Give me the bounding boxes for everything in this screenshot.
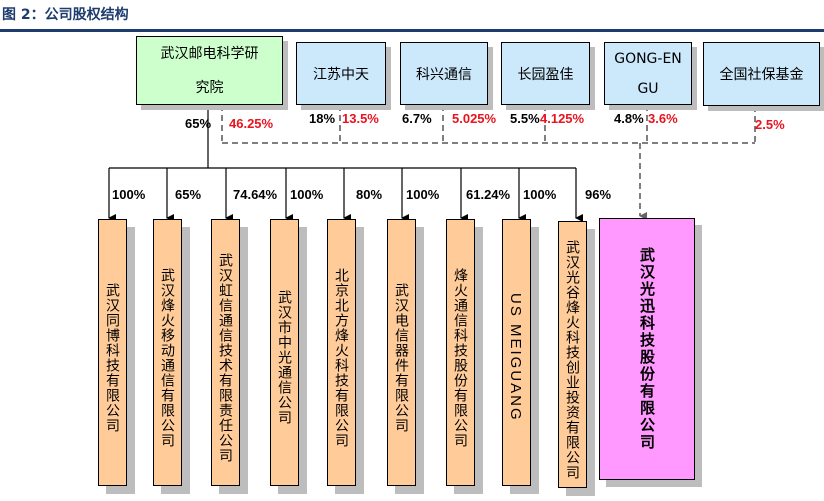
- subsidiary-box: 武汉烽火移动通信有限公司: [153, 219, 182, 486]
- parent-target-pct: 46.25%: [229, 116, 274, 131]
- shareholder-name: 长园盈佳: [517, 66, 574, 83]
- subsidiary-pct: 74.64%: [233, 187, 278, 202]
- subsidiary-box: US MEIGUANG: [502, 219, 531, 486]
- subsidiary-pct: 100%: [406, 187, 440, 202]
- shareholder-target-pct: 2.5%: [755, 117, 785, 132]
- subsidiary-pct: 100%: [523, 187, 557, 202]
- shareholder-direct-pct: 5.5%: [510, 111, 540, 126]
- subsidiary-pct: 65%: [175, 187, 202, 202]
- shareholder-box: 江苏中天: [296, 42, 386, 105]
- title-divider: [0, 29, 824, 32]
- subsidiary-box: 武汉光谷烽火科技创业投资有限公司: [558, 221, 587, 488]
- shareholder-box: 长园盈佳: [501, 42, 590, 105]
- shareholder-name: 科兴通信: [416, 66, 472, 83]
- shareholder-name: GONG-EN GU: [614, 50, 682, 97]
- subsidiary-pct: 100%: [290, 187, 324, 202]
- shareholder-target-pct: 13.5%: [342, 111, 379, 126]
- subsidiary-name: 武汉电信器件有限公司: [393, 282, 409, 433]
- target-name: 武汉光迅科技股份有限公司: [638, 247, 656, 451]
- shareholder-direct-pct: 6.7%: [402, 111, 432, 126]
- subsidiary-box: 武汉市中光通信公司: [270, 219, 299, 486]
- parent-subsidiary-pct: 65%: [185, 116, 212, 131]
- shareholder-box: 科兴通信: [400, 42, 488, 105]
- subsidiary-pct: 80%: [356, 187, 383, 202]
- subsidiary-box: 武汉电信器件有限公司: [387, 219, 416, 486]
- subsidiary-name: 烽火通信科技股份有限公司: [452, 267, 468, 448]
- target-box: 武汉光迅科技股份有限公司: [599, 218, 695, 480]
- subsidiary-pct: 61.24%: [466, 187, 511, 202]
- shareholder-direct-pct: 4.8%: [614, 111, 644, 126]
- subsidiary-name: 北京北方烽火科技有限公司: [333, 267, 349, 448]
- shareholder-target-pct: 5.025%: [452, 111, 497, 126]
- subsidiary-name: US MEIGUANG: [507, 293, 524, 422]
- subsidiary-name: 武汉烽火移动通信有限公司: [159, 267, 175, 448]
- figure-title: 图 2：公司股权结构: [2, 7, 129, 23]
- subsidiary-name: 武汉同博科技有限公司: [104, 282, 120, 433]
- shareholder-target-pct: 4.125%: [540, 111, 585, 126]
- shareholder-name: 江苏中天: [313, 66, 369, 83]
- shareholder-box: GONG-EN GU: [604, 42, 692, 105]
- subsidiary-box: 烽火通信科技股份有限公司: [446, 219, 475, 486]
- subsidiary-box: 武汉虹信通信技术有限责任公司: [211, 219, 240, 486]
- parent-box: 武汉邮电科学研究院: [136, 36, 283, 105]
- subsidiary-pct: 96%: [585, 187, 612, 202]
- subsidiary-name: 武汉市中光通信公司: [276, 290, 292, 425]
- subsidiary-box: 北京北方烽火科技有限公司: [327, 219, 356, 486]
- subsidiary-name: 武汉光谷烽火科技创业投资有限公司: [564, 239, 580, 480]
- shareholder-target-pct: 3.6%: [648, 111, 678, 126]
- parent-name: 武汉邮电科学研究院: [160, 45, 259, 96]
- shareholder-name: 全国社保基金: [719, 67, 804, 83]
- subsidiary-pct: 100%: [112, 187, 146, 202]
- shareholder-box: 全国社保基金: [703, 42, 820, 106]
- shareholder-direct-pct: 18%: [309, 111, 336, 126]
- subsidiary-box: 武汉同博科技有限公司: [98, 219, 127, 486]
- subsidiary-name: 武汉虹信通信技术有限责任公司: [217, 252, 233, 463]
